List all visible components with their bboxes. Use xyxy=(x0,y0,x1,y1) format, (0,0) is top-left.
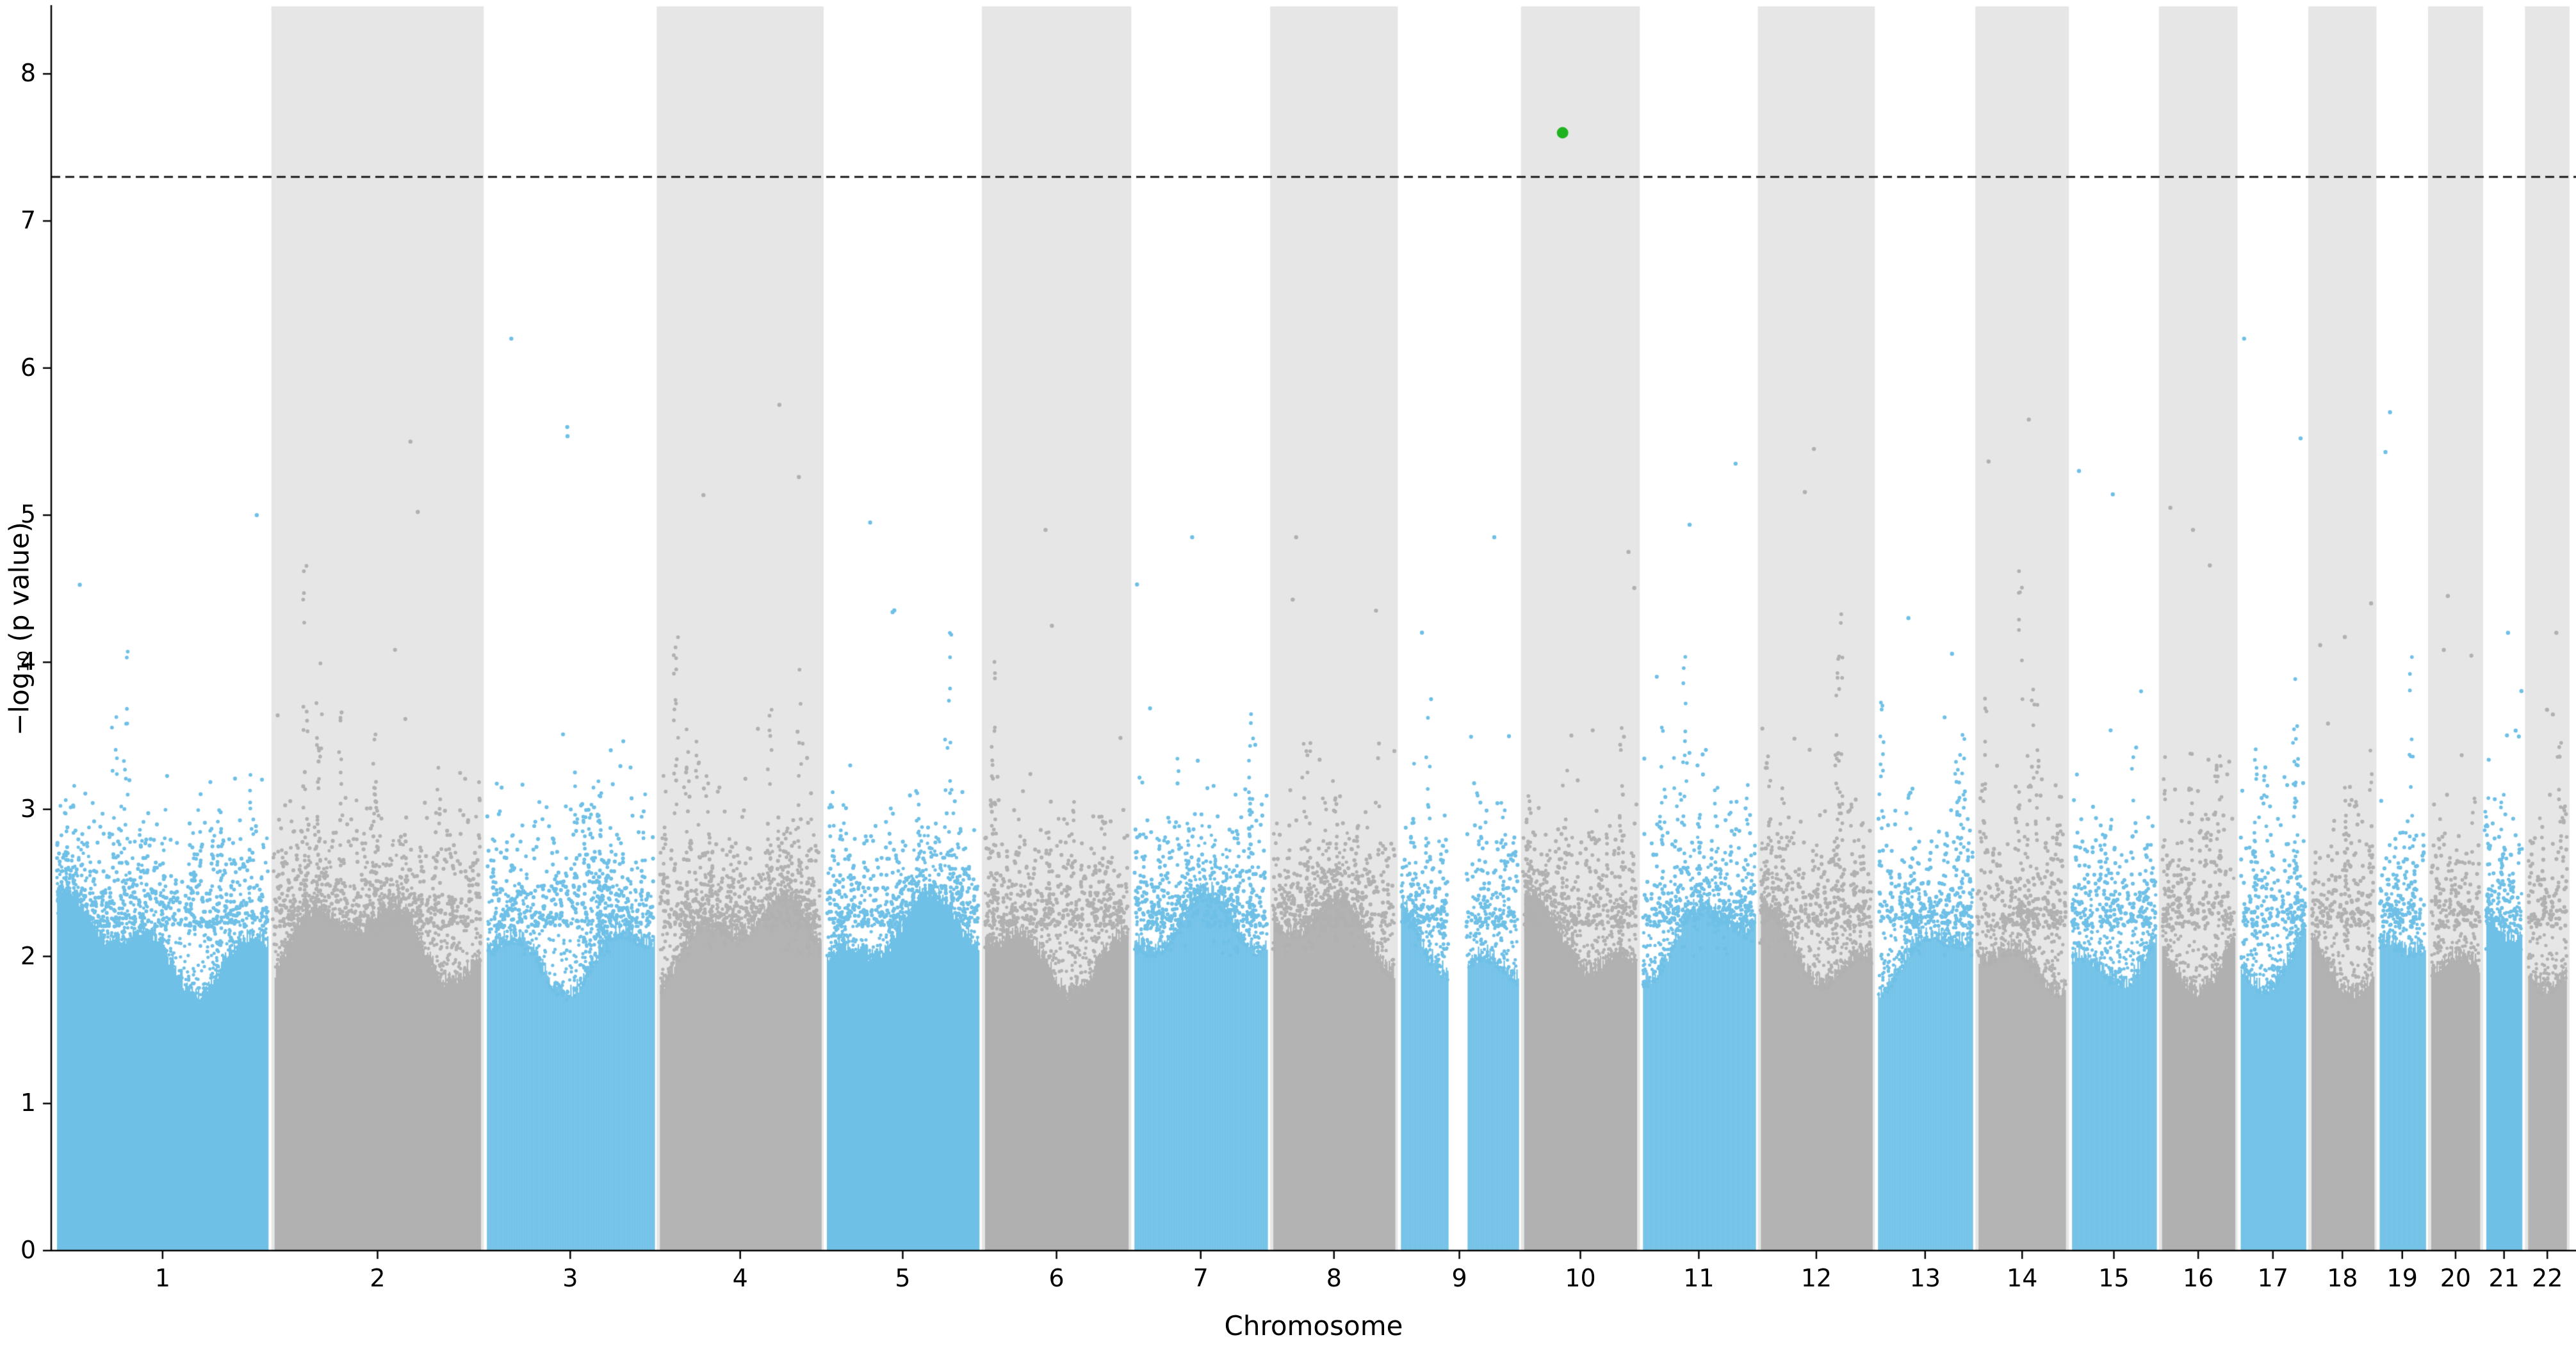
x-tick-label: 12 xyxy=(1800,1264,1832,1292)
y-tick-label: 5 xyxy=(20,500,36,529)
x-tick-label: 8 xyxy=(1326,1264,1342,1292)
y-tick-label: 6 xyxy=(20,353,36,382)
x-tick-label: 1 xyxy=(154,1264,170,1292)
x-tick-label: 4 xyxy=(732,1264,748,1292)
x-tick-label: 13 xyxy=(1909,1264,1941,1292)
x-tick-label: 9 xyxy=(1451,1264,1467,1292)
x-axis-label: Chromosome xyxy=(1224,1310,1403,1342)
x-tick-label: 2 xyxy=(370,1264,386,1292)
x-tick-label: 14 xyxy=(2007,1264,2038,1292)
x-tick-label: 15 xyxy=(2098,1264,2130,1292)
x-tick-label: 17 xyxy=(2257,1264,2288,1292)
x-tick-label: 21 xyxy=(2488,1264,2520,1292)
x-tick-label: 10 xyxy=(1565,1264,1596,1292)
y-tick-label: 8 xyxy=(20,59,36,88)
x-tick-label: 19 xyxy=(2386,1264,2418,1292)
y-axis-label: −log₁₀ (p value) xyxy=(3,522,35,736)
y-tick-label: 0 xyxy=(20,1236,36,1265)
x-tick-label: 7 xyxy=(1193,1264,1209,1292)
x-tick-label: 16 xyxy=(2182,1264,2214,1292)
y-tick-label: 3 xyxy=(20,794,36,823)
x-tick-label: 3 xyxy=(562,1264,578,1292)
y-tick-label: 2 xyxy=(20,941,36,970)
y-tick-label: 7 xyxy=(20,206,36,235)
x-tick-label: 5 xyxy=(895,1264,911,1292)
x-tick-label: 6 xyxy=(1048,1264,1064,1292)
y-tick-label: 1 xyxy=(20,1089,36,1117)
x-tick-label: 20 xyxy=(2440,1264,2472,1292)
y-tick-label: 4 xyxy=(20,647,36,676)
x-tick-label: 18 xyxy=(2327,1264,2358,1292)
x-tick-label: 22 xyxy=(2532,1264,2563,1292)
x-tick-label: 11 xyxy=(1683,1264,1715,1292)
